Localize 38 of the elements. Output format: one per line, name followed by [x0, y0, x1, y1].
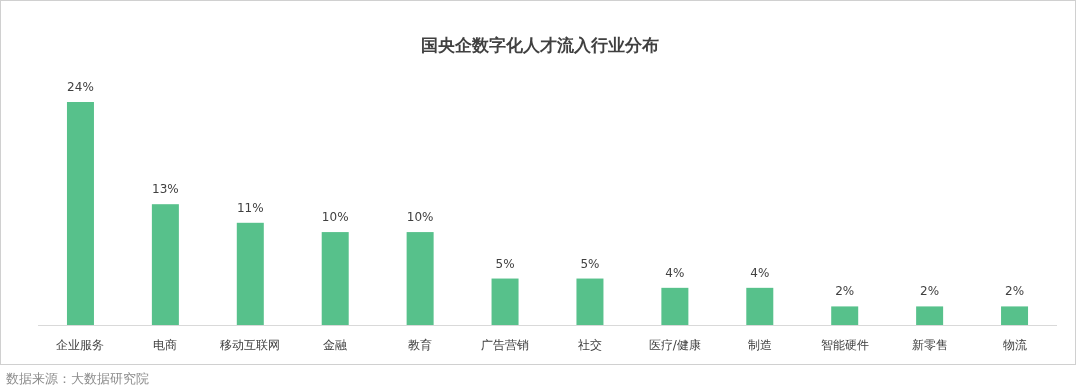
x-tick-label: 企业服务 [56, 338, 105, 352]
x-tick-label: 广告营销 [481, 338, 530, 352]
data-label: 24% [67, 80, 94, 94]
bar [576, 278, 604, 325]
data-label: 13% [152, 182, 179, 197]
bar [831, 306, 859, 325]
bar [746, 287, 774, 325]
bar [491, 278, 519, 325]
data-label: 4% [750, 265, 770, 280]
source-note: 数据来源：大数据研究院 [6, 371, 149, 386]
bar [151, 204, 179, 325]
bar [661, 287, 689, 325]
data-label: 10% [321, 210, 349, 225]
x-tick-label: 移动互联网 [220, 338, 281, 352]
data-label: 2% [835, 284, 855, 299]
x-tick-label: 新零售 [911, 338, 948, 352]
x-tick-label: 制造 [747, 338, 772, 352]
data-label: 2% [920, 284, 940, 299]
data-label: 5% [580, 256, 600, 271]
data-label: 11% [236, 200, 264, 215]
x-tick-label: 社交 [577, 338, 602, 352]
x-tick-label: 物流 [1002, 338, 1027, 352]
bar [236, 222, 264, 325]
bar [916, 306, 944, 325]
bar [406, 232, 434, 325]
x-tick-label: 智能硬件 [820, 338, 869, 352]
data-label: 10% [406, 210, 434, 225]
chart-title: 国央企数字化人才流入行业分布 [421, 35, 659, 55]
x-tick-label: 电商 [153, 338, 178, 352]
data-label: 4% [665, 265, 685, 280]
bar [66, 102, 94, 325]
data-label: 5% [495, 256, 515, 271]
bar [1001, 306, 1029, 325]
data-label: 2% [1005, 284, 1025, 299]
bar [321, 232, 349, 325]
x-tick-label: 金融 [323, 338, 348, 352]
x-tick-label: 教育 [408, 338, 433, 352]
x-tick-label: 医疗/健康 [648, 338, 701, 352]
